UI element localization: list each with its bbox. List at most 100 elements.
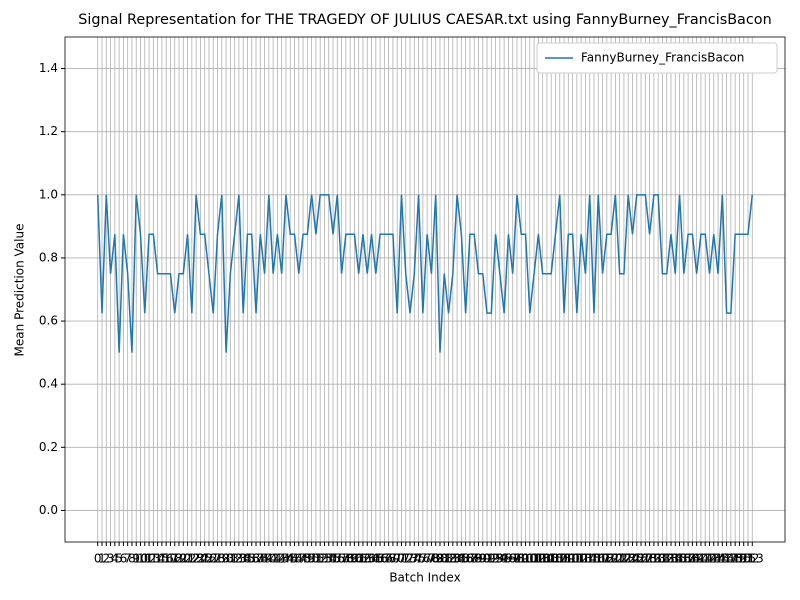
x-tick-label: 71 [394, 552, 409, 566]
x-tick-label: 123 [612, 552, 635, 566]
x-tick-label: 33 [231, 552, 246, 566]
x-tick-label: 75 [411, 552, 426, 566]
x-tick-label: 140 [685, 552, 708, 566]
x-tick-label: 103 [527, 552, 550, 566]
x-axis-label: Batch Index [389, 571, 460, 585]
x-tick-label: 131 [647, 552, 670, 566]
x-tick-label: 137 [672, 552, 695, 566]
legend-label: FannyBurney_FrancisBacon [581, 51, 744, 65]
x-tick-label: 3 [107, 552, 115, 566]
x-tick-label: 2 [102, 552, 110, 566]
x-tick-label: 139 [681, 552, 704, 566]
x-tick-label: 15 [154, 552, 169, 566]
x-tick-label: 128 [634, 552, 657, 566]
x-tick-label: 77 [419, 552, 434, 566]
x-tick-label: 80 [432, 552, 447, 566]
x-tick-label: 55 [325, 552, 340, 566]
x-tick-label: 49 [300, 552, 315, 566]
x-tick-label: 64 [364, 552, 379, 566]
x-tick-label: 32 [227, 552, 242, 566]
x-tick-label: 16 [159, 552, 174, 566]
x-tick-label: 110 [557, 552, 580, 566]
y-tick-label: 0.4 [39, 377, 58, 391]
x-tick-label: 73 [402, 552, 417, 566]
x-tick-label: 4 [111, 552, 119, 566]
x-tick-label: 150 [728, 552, 751, 566]
x-tick-label: 21 [180, 552, 195, 566]
x-tick-label: 86 [458, 552, 473, 566]
x-tick-label: 89 [471, 552, 486, 566]
y-tick-label: 0.8 [39, 250, 58, 264]
x-tick-label: 151 [732, 552, 755, 566]
x-tick-label: 60 [347, 552, 362, 566]
x-tick-label: 31 [223, 552, 238, 566]
x-tick-label: 20 [176, 552, 191, 566]
x-tick-label: 142 [694, 552, 717, 566]
x-tick-label: 132 [651, 552, 674, 566]
x-tick-label: 52 [313, 552, 328, 566]
x-tick-label: 70 [390, 552, 405, 566]
x-tick-label: 119 [595, 552, 618, 566]
x-tick-label: 36 [244, 552, 259, 566]
x-tick-label: 145 [707, 552, 730, 566]
x-tick-label: 35 [240, 552, 255, 566]
x-tick-label: 6 [120, 552, 128, 566]
x-tick-label: 18 [167, 552, 182, 566]
x-tick-label: 146 [711, 552, 734, 566]
x-tick-label: 114 [574, 552, 597, 566]
x-tick-label: 58 [338, 552, 353, 566]
x-tick-label: 144 [702, 552, 725, 566]
x-tick-label: 28 [210, 552, 225, 566]
x-tick-label: 99 [514, 552, 529, 566]
x-tick-label: 81 [437, 552, 452, 566]
x-tick-label: 109 [553, 552, 576, 566]
x-tick-label: 74 [407, 552, 422, 566]
x-tick-label: 34 [236, 552, 251, 566]
x-tick-label: 62 [355, 552, 370, 566]
x-tick-label: 26 [201, 552, 216, 566]
x-tick-label: 95 [497, 552, 512, 566]
x-tick-label: 115 [578, 552, 601, 566]
y-axis-label: Mean Prediction Value [13, 224, 27, 357]
x-tick-label: 78 [424, 552, 439, 566]
x-tick-label: 93 [488, 552, 503, 566]
x-tick-label: 148 [719, 552, 742, 566]
x-tick-label: 100 [514, 552, 537, 566]
x-tick-label: 63 [360, 552, 375, 566]
x-tick-label: 54 [321, 552, 336, 566]
y-tick-label: 0.6 [39, 314, 58, 328]
x-tick-label: 11 [137, 552, 152, 566]
x-tick-label: 13 [146, 552, 161, 566]
x-tick-label: 117 [587, 552, 610, 566]
x-tick-label: 57 [334, 552, 349, 566]
line [96, 194, 754, 353]
x-tick-label: 107 [544, 552, 567, 566]
x-tick-label: 29 [214, 552, 229, 566]
x-tick-label: 104 [531, 552, 554, 566]
x-tick-label: 126 [625, 552, 648, 566]
x-tick-label: 37 [248, 552, 263, 566]
x-tick-label: 141 [689, 552, 712, 566]
x-tick-label: 113 [570, 552, 593, 566]
x-tick-label: 133 [655, 552, 678, 566]
x-tick-label: 102 [523, 552, 546, 566]
y-tick-label: 0.0 [39, 503, 58, 517]
x-tick-label: 79 [428, 552, 443, 566]
x-tick-label: 96 [501, 552, 516, 566]
x-tick-label: 47 [291, 552, 306, 566]
y-tick-label: 1.4 [39, 61, 58, 75]
x-tick-label: 136 [668, 552, 691, 566]
y-tick-label: 0.2 [39, 440, 58, 454]
x-tick-label: 111 [561, 552, 584, 566]
x-tick-label: 53 [317, 552, 332, 566]
x-tick-label: 108 [548, 552, 571, 566]
x-tick-label: 116 [583, 552, 606, 566]
x-tick-label: 118 [591, 552, 614, 566]
x-tick-label: 24 [193, 552, 208, 566]
x-tick-label: 125 [621, 552, 644, 566]
x-tick-label: 87 [462, 552, 477, 566]
x-tick-label: 72 [398, 552, 413, 566]
x-tick-label: 121 [604, 552, 627, 566]
x-tick-label: 8 [128, 552, 136, 566]
x-tick-label: 46 [287, 552, 302, 566]
